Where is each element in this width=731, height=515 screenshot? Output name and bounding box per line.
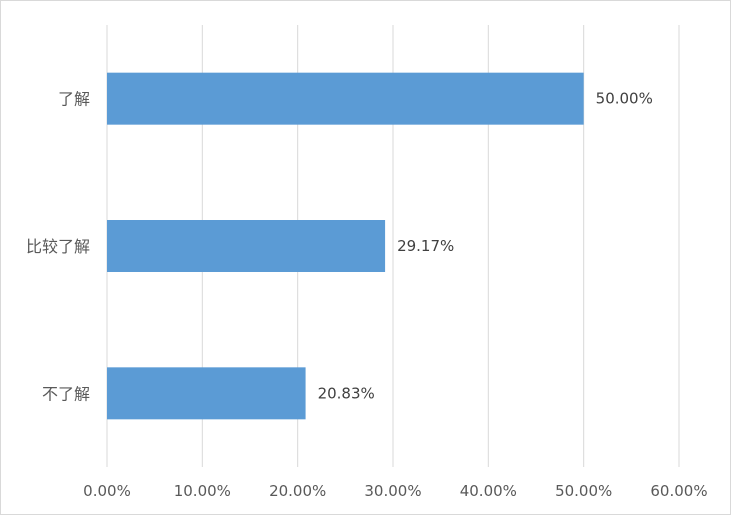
bars: [107, 72, 584, 420]
x-tick-label: 10.00%: [174, 482, 231, 500]
bar: [107, 367, 306, 420]
x-tick-label: 20.00%: [269, 482, 326, 500]
category-label: 不了解: [42, 384, 90, 403]
bar: [107, 72, 584, 125]
category-label: 比较了解: [26, 237, 90, 256]
data-label: 29.17%: [397, 237, 454, 255]
bar: [107, 220, 386, 272]
data-label: 50.00%: [596, 90, 653, 108]
x-tick-label: 0.00%: [83, 482, 131, 500]
x-tick-label: 50.00%: [555, 482, 612, 500]
x-tick-label: 30.00%: [364, 482, 421, 500]
data-labels: 50.00% 29.17% 20.83%: [318, 90, 653, 403]
x-tick-label: 40.00%: [460, 482, 517, 500]
data-label: 20.83%: [318, 384, 375, 402]
x-tick-label: 60.00%: [650, 482, 707, 500]
x-axis-ticks: 0.00% 10.00% 20.00% 30.00% 40.00% 50.00% 60.00…: [83, 482, 707, 500]
category-label: 了解: [58, 90, 90, 109]
